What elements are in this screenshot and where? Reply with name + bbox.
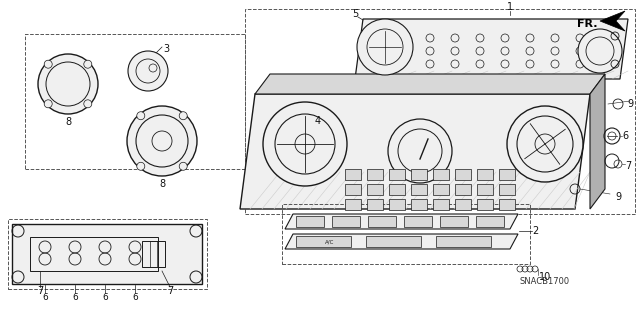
Polygon shape (600, 11, 625, 31)
Polygon shape (499, 184, 515, 195)
Text: 6: 6 (72, 293, 78, 301)
Polygon shape (389, 169, 405, 180)
Polygon shape (455, 169, 471, 180)
Polygon shape (12, 224, 202, 284)
Polygon shape (433, 169, 449, 180)
Polygon shape (366, 236, 421, 247)
Text: 6: 6 (132, 293, 138, 301)
Polygon shape (355, 19, 628, 79)
Polygon shape (332, 216, 360, 227)
Polygon shape (433, 184, 449, 195)
Polygon shape (345, 169, 361, 180)
Polygon shape (367, 199, 383, 210)
Polygon shape (440, 216, 468, 227)
Text: 9: 9 (615, 192, 621, 202)
Text: 6: 6 (42, 293, 48, 301)
Text: 6: 6 (622, 131, 628, 141)
Circle shape (357, 19, 413, 75)
Circle shape (507, 106, 583, 182)
Circle shape (578, 29, 622, 73)
Polygon shape (296, 236, 351, 247)
Text: 9: 9 (627, 99, 633, 109)
Polygon shape (477, 184, 493, 195)
Circle shape (127, 106, 197, 176)
Text: 7: 7 (625, 161, 631, 171)
Text: 10: 10 (539, 272, 551, 282)
Polygon shape (296, 216, 324, 227)
Polygon shape (476, 216, 504, 227)
Text: 7: 7 (37, 286, 43, 296)
Text: 8: 8 (159, 179, 165, 189)
Polygon shape (368, 216, 396, 227)
Polygon shape (411, 184, 427, 195)
Polygon shape (411, 169, 427, 180)
Polygon shape (404, 216, 432, 227)
Circle shape (84, 100, 92, 108)
Text: SNACB1700: SNACB1700 (520, 277, 570, 286)
Circle shape (137, 162, 145, 170)
Polygon shape (590, 74, 605, 209)
Polygon shape (411, 199, 427, 210)
Polygon shape (367, 169, 383, 180)
Text: 5: 5 (352, 9, 358, 19)
Circle shape (44, 100, 52, 108)
Polygon shape (499, 199, 515, 210)
Circle shape (38, 54, 98, 114)
Circle shape (179, 112, 188, 120)
Polygon shape (477, 169, 493, 180)
Polygon shape (285, 234, 518, 249)
Circle shape (388, 119, 452, 183)
Text: 3: 3 (163, 44, 169, 54)
Polygon shape (436, 236, 491, 247)
Text: 6: 6 (102, 293, 108, 301)
Circle shape (179, 162, 188, 170)
Polygon shape (389, 199, 405, 210)
Polygon shape (345, 199, 361, 210)
Text: 4: 4 (315, 116, 321, 126)
Text: FR.: FR. (577, 19, 598, 29)
Polygon shape (367, 184, 383, 195)
Polygon shape (345, 184, 361, 195)
Circle shape (263, 102, 347, 186)
Text: 1: 1 (507, 2, 513, 12)
Polygon shape (389, 184, 405, 195)
Polygon shape (255, 74, 605, 94)
Polygon shape (499, 169, 515, 180)
Circle shape (84, 60, 92, 68)
Circle shape (44, 60, 52, 68)
Polygon shape (477, 199, 493, 210)
Text: 7: 7 (167, 286, 173, 296)
Polygon shape (455, 184, 471, 195)
Text: 8: 8 (65, 117, 71, 127)
Text: A/C: A/C (325, 240, 335, 244)
Circle shape (128, 51, 168, 91)
Polygon shape (240, 94, 590, 209)
Circle shape (137, 112, 145, 120)
Circle shape (268, 119, 312, 163)
Text: 2: 2 (532, 226, 538, 236)
Polygon shape (433, 199, 449, 210)
Polygon shape (285, 214, 518, 229)
Polygon shape (455, 199, 471, 210)
